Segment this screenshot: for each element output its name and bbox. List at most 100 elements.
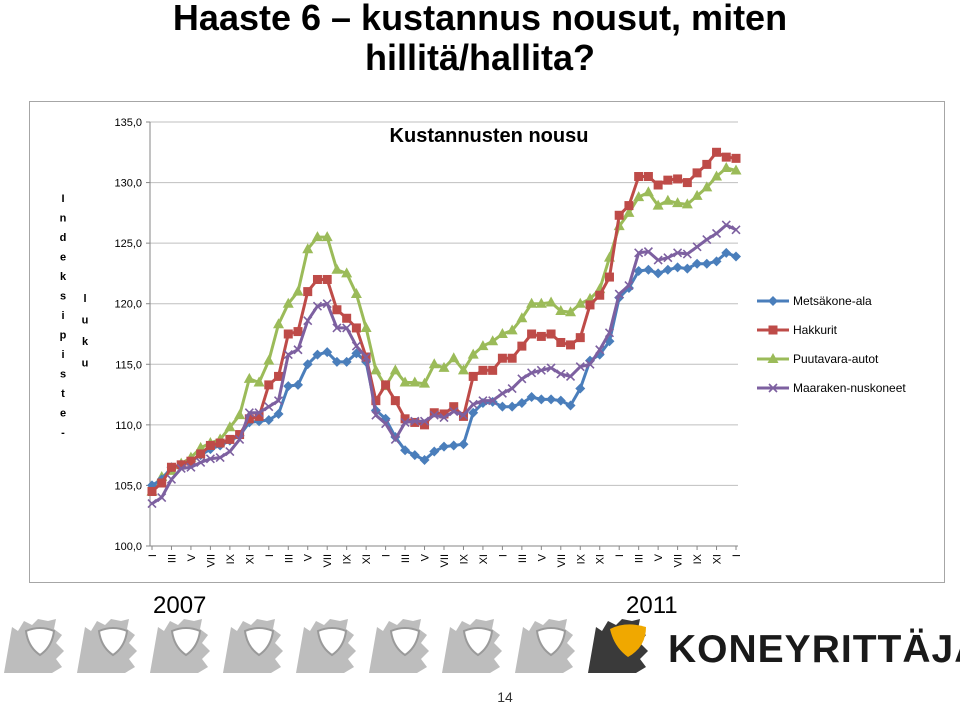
data-point xyxy=(633,266,644,277)
data-point xyxy=(517,341,527,351)
data-point xyxy=(429,408,439,418)
data-point xyxy=(604,336,615,347)
data-point xyxy=(711,256,722,267)
data-point xyxy=(604,328,615,338)
data-point xyxy=(389,364,401,375)
data-point xyxy=(428,358,440,369)
logo-gear-icon xyxy=(515,619,575,673)
data-point xyxy=(653,180,663,190)
data-point xyxy=(321,231,333,242)
data-point xyxy=(342,323,352,333)
data-point xyxy=(342,313,352,323)
x-tick-label: I xyxy=(264,554,276,557)
data-point xyxy=(361,352,371,362)
data-point xyxy=(400,414,410,424)
data-point xyxy=(487,335,499,346)
data-point xyxy=(585,300,595,310)
data-point xyxy=(585,359,595,369)
data-point xyxy=(536,365,546,375)
data-point xyxy=(526,391,537,402)
data-point xyxy=(293,327,303,337)
slide-title: Haaste 6 – kustannus nousut, miten hilli… xyxy=(0,0,960,78)
shield-shape xyxy=(535,627,567,657)
data-point xyxy=(254,411,264,421)
data-point xyxy=(253,376,265,387)
data-point xyxy=(546,363,556,373)
data-point xyxy=(303,287,313,297)
data-point xyxy=(147,486,157,496)
shield-shape xyxy=(610,624,646,657)
x-tick-label: IX xyxy=(225,553,237,564)
data-point xyxy=(468,407,479,418)
data-point xyxy=(634,248,644,258)
year-label-end: 2011 xyxy=(626,592,678,619)
data-point xyxy=(526,297,538,308)
x-tick-label: VII xyxy=(556,554,568,567)
data-point xyxy=(516,398,527,409)
koneyrittajat-logo-pattern xyxy=(4,619,648,673)
data-point xyxy=(360,321,372,332)
data-point xyxy=(488,396,498,406)
x-tick-label: I xyxy=(381,554,393,557)
data-point xyxy=(478,365,488,375)
x-tick-label: V xyxy=(186,553,198,561)
data-point xyxy=(264,402,274,412)
data-point xyxy=(516,312,528,323)
data-point xyxy=(303,316,313,326)
data-point xyxy=(419,454,430,465)
data-point xyxy=(312,349,323,360)
data-point xyxy=(419,416,430,426)
shield-shape xyxy=(316,627,348,657)
data-point xyxy=(166,474,177,484)
data-point xyxy=(196,449,206,459)
data-point xyxy=(643,264,654,275)
data-point xyxy=(147,499,157,509)
data-point xyxy=(663,175,673,185)
data-point xyxy=(565,371,576,381)
data-point xyxy=(429,410,439,420)
data-point xyxy=(243,372,255,383)
data-point xyxy=(712,147,722,157)
data-point xyxy=(566,340,576,350)
axis-label-letter: n xyxy=(60,213,67,225)
data-point xyxy=(506,324,518,335)
data-point xyxy=(711,228,722,239)
axis-label-letter: k xyxy=(60,271,67,283)
data-point xyxy=(574,297,586,308)
axis-label-letter: l xyxy=(83,293,86,305)
data-point xyxy=(381,419,391,429)
data-point xyxy=(546,394,557,405)
data-point xyxy=(682,249,692,259)
data-point xyxy=(215,453,225,463)
data-point xyxy=(507,353,517,363)
data-point xyxy=(302,243,314,254)
data-point xyxy=(399,376,411,387)
data-point xyxy=(370,364,382,375)
data-point xyxy=(663,253,673,263)
data-point xyxy=(467,348,479,359)
data-point xyxy=(497,388,507,398)
data-point xyxy=(186,456,196,466)
data-point xyxy=(439,409,449,419)
data-point xyxy=(565,306,577,317)
data-point xyxy=(439,441,449,452)
data-point xyxy=(682,263,693,274)
data-point xyxy=(536,394,547,405)
legend-item: Metsäkone-ala xyxy=(757,294,872,308)
data-point xyxy=(575,333,585,343)
data-point xyxy=(478,396,488,406)
data-point xyxy=(264,380,274,390)
shield-shape xyxy=(170,627,202,657)
data-point xyxy=(429,446,440,457)
data-point xyxy=(351,323,361,333)
data-point xyxy=(614,210,624,220)
x-tick-label: XI xyxy=(595,554,607,564)
data-point xyxy=(283,381,294,392)
data-point xyxy=(205,454,215,464)
data-point xyxy=(322,299,332,309)
shield-shape xyxy=(97,627,129,657)
axis-label-letter: e xyxy=(60,408,66,420)
data-point xyxy=(623,206,635,217)
data-point xyxy=(662,194,674,205)
data-point xyxy=(672,197,684,208)
